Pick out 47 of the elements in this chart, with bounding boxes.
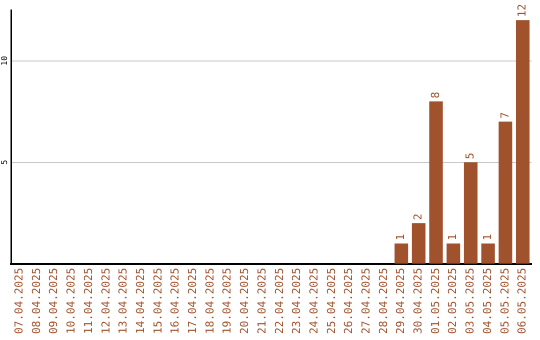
x-tick-label: 04.05.2025 [480,268,494,334]
x-tick-label: 11.04.2025 [82,268,95,334]
x-tick-label: 01.05.2025 [428,268,442,334]
x-tick-label: 03.05.2025 [464,268,477,334]
x-tick-label: 18.04.2025 [203,268,216,334]
x-tick-label: 27.04.2025 [359,268,372,334]
x-tick-label: 02.05.2025 [446,268,460,334]
x-tick-label: 10.04.2025 [64,268,78,334]
x-tick-label: 06.05.2025 [516,268,529,334]
data-label: 8 [428,92,442,98]
x-tick-label: 14.04.2025 [134,268,147,334]
bar [516,20,530,264]
x-tick-label: 17.04.2025 [186,268,200,334]
x-tick-label: 29.04.2025 [394,268,408,334]
bar [481,243,495,264]
bar [464,162,478,264]
bar [429,101,443,264]
x-tick-label: 15.04.2025 [151,268,164,334]
x-tick-label: 13.04.2025 [116,268,130,334]
bar [394,243,408,264]
x-tick-label: 26.04.2025 [342,268,356,334]
x-tick-label: 19.04.2025 [220,268,234,334]
data-label: 5 [464,152,477,160]
bar [412,223,426,264]
x-tick-label: 09.04.2025 [47,268,60,334]
x-tick-label: 28.04.2025 [376,268,390,334]
x-tick-label: 07.04.2025 [12,268,26,334]
x-tick-label: 21.04.2025 [255,268,268,334]
y-tick-label: 10 [0,56,10,66]
x-tick-label: 05.05.2025 [498,268,512,334]
bar [446,243,460,264]
data-label: 1 [394,234,408,240]
data-label: 1 [446,234,460,240]
x-tick-label: 23.04.2025 [290,268,304,334]
data-label: 12 [516,4,529,18]
data-label: 2 [412,214,425,220]
x-tick-label: 24.04.2025 [307,268,320,334]
x-tick-label: 16.04.2025 [168,268,182,334]
bar [498,122,512,264]
x-tick-label: 22.04.2025 [272,268,286,334]
x-tick-label: 25.04.2025 [324,268,338,334]
x-tick-label: 08.04.2025 [30,268,43,334]
x-tick-label: 30.04.2025 [412,268,425,334]
data-label: 7 [498,112,512,119]
x-tick-label: 20.04.2025 [238,268,252,334]
data-label: 1 [480,234,494,240]
x-tick-label: 12.04.2025 [99,268,112,334]
